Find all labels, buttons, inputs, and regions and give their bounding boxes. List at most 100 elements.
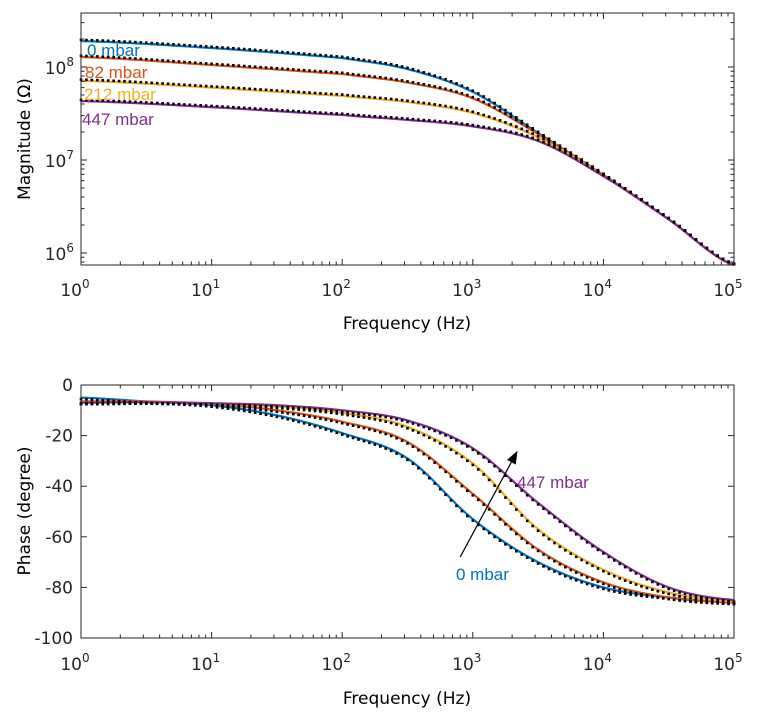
phase-data-point	[340, 421, 344, 425]
phase-data-point	[536, 529, 540, 533]
magnitude-data-point	[210, 62, 213, 66]
magnitude-data-point	[618, 183, 622, 187]
magnitude-data-point	[525, 134, 529, 138]
phase-data-point	[542, 507, 545, 511]
phase-plot: 100 101 102 103 104 105 0 -20 -40 -60 -80 -100 Fre…	[15, 376, 743, 709]
phase-data-point	[237, 404, 241, 407]
magnitude-data-point	[319, 53, 322, 57]
phase-data-point	[422, 425, 426, 429]
phase-data-point	[340, 433, 344, 436]
phase-data-point	[564, 565, 567, 569]
phase-data-point	[455, 504, 458, 508]
phase-axes-box	[80, 384, 735, 639]
magnitude-curve-82-mbar	[80, 55, 735, 267]
phase-data-point	[384, 447, 388, 450]
magnitude-data-point	[536, 131, 540, 135]
magnitude-data-point	[166, 59, 170, 63]
magnitude-data-point	[139, 41, 143, 44]
phase-data-point	[536, 503, 540, 506]
phase-data-point	[427, 427, 431, 431]
phase-data-point	[281, 407, 284, 410]
magnitude-data-point	[531, 127, 534, 130]
phase-data-point	[422, 452, 426, 456]
phase-data-point	[302, 422, 306, 425]
phase-y-tick-label: -100	[34, 629, 73, 649]
magnitude-data-point	[411, 81, 415, 84]
magnitude-data-point	[297, 110, 300, 113]
magnitude-data-point	[215, 45, 219, 49]
phase-data-point	[634, 591, 638, 595]
magnitude-data-point	[351, 113, 355, 117]
phase-data-point	[161, 402, 164, 406]
phase-data-point	[389, 416, 393, 420]
magnitude-data-point	[406, 117, 409, 120]
magnitude-data-point	[302, 52, 306, 56]
magnitude-data-point	[487, 126, 491, 130]
magnitude-data-point	[373, 96, 377, 99]
magnitude-data-point	[117, 56, 121, 59]
phase-data-point	[645, 586, 649, 590]
phase-data-point	[553, 559, 556, 563]
magnitude-data-point	[427, 102, 431, 105]
magnitude-data-point	[498, 128, 502, 131]
magnitude-data-point	[112, 39, 115, 43]
phase-data-point	[411, 445, 415, 448]
phase-curve-447-mbar	[80, 401, 735, 602]
phase-data-point	[569, 568, 573, 572]
magnitude-data-point	[286, 51, 290, 54]
phase-data-point	[661, 585, 665, 589]
magnitude-data-point	[85, 78, 88, 82]
phase-data-point	[330, 411, 333, 415]
phase-data-point	[302, 408, 306, 412]
phase-data-point	[564, 524, 567, 528]
phase-x-tick-label: 101	[191, 651, 220, 675]
magnitude-data-point	[221, 46, 224, 49]
phase-data-point	[378, 414, 382, 418]
magnitude-data-point	[172, 82, 175, 86]
phase-data-point	[259, 412, 262, 415]
phase-data-point	[727, 601, 730, 604]
phase-data-point	[444, 470, 447, 474]
magnitude-data-point	[395, 64, 398, 67]
magnitude-data-point	[259, 107, 262, 111]
magnitude-data-point	[351, 57, 355, 60]
phase-data-point	[656, 595, 660, 599]
magnitude-data-point	[427, 119, 431, 122]
magnitude-data-point	[487, 103, 491, 106]
magnitude-data-point	[509, 112, 513, 115]
phase-data-point	[672, 589, 676, 593]
phase-data-point	[580, 580, 583, 584]
phase-data-point	[275, 415, 279, 419]
phase-data-point	[623, 565, 627, 569]
magnitude-x-tick-label: 103	[452, 277, 481, 301]
phase-data-point	[313, 416, 317, 419]
phase-data-point	[313, 407, 317, 411]
magnitude-data-point	[330, 111, 333, 115]
phase-x-tick-label: 103	[452, 651, 481, 675]
magnitude-data-point	[188, 44, 192, 47]
phase-data-point	[406, 426, 409, 430]
phase-data-point	[618, 587, 622, 591]
magnitude-data-point	[509, 130, 513, 134]
phase-data-point	[482, 503, 485, 506]
magnitude-data-point	[335, 93, 339, 96]
magnitude-data-point	[564, 148, 567, 151]
magnitude-data-point	[221, 85, 224, 89]
magnitude-data-point	[291, 109, 295, 113]
magnitude-data-point	[368, 114, 371, 118]
phase-data-point	[438, 431, 442, 435]
pressure-arrow-line	[459, 461, 512, 558]
magnitude-data-point	[585, 163, 589, 167]
phase-data-point	[215, 406, 219, 409]
magnitude-data-point	[373, 115, 377, 118]
phase-data-point	[308, 415, 311, 418]
phase-data-point	[422, 433, 426, 437]
phase-data-point	[139, 402, 143, 405]
phase-data-point	[221, 406, 224, 410]
phase-data-point	[291, 419, 295, 422]
magnitude-data-point	[308, 52, 311, 56]
magnitude-data-point	[580, 160, 583, 164]
magnitude-data-point	[373, 60, 377, 63]
magnitude-data-point	[406, 66, 409, 70]
phase-data-point	[346, 413, 349, 417]
